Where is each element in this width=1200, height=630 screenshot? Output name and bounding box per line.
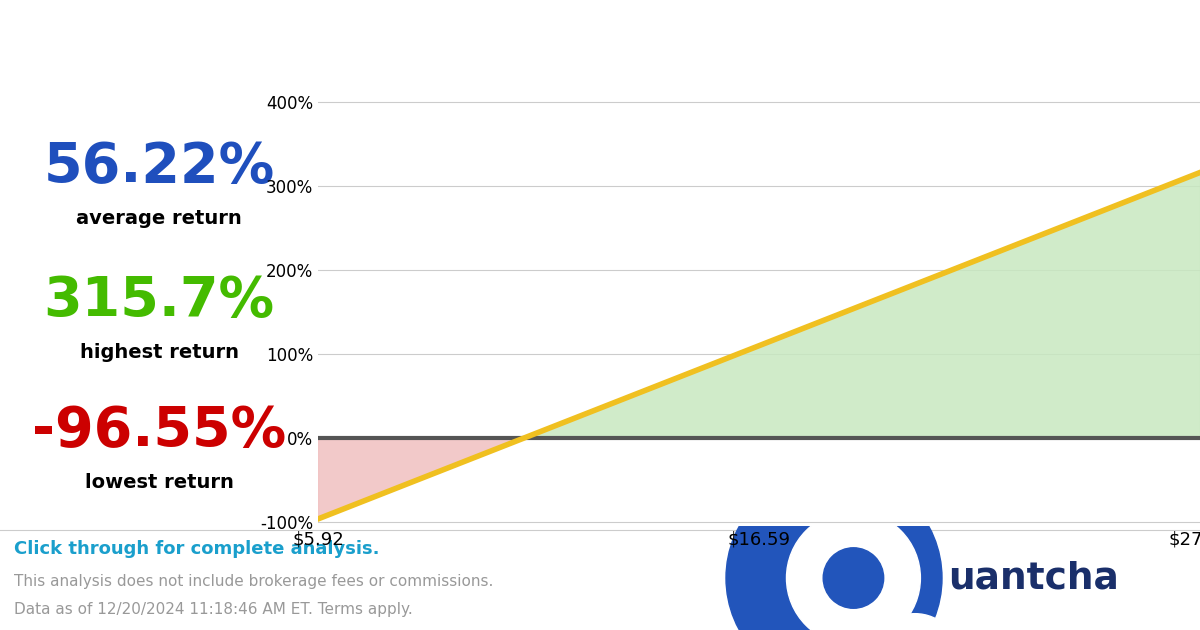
Text: 56.22%: 56.22% [43, 140, 275, 194]
Text: -96.55%: -96.55% [32, 404, 286, 458]
Text: Click through for complete analysis.: Click through for complete analysis. [14, 540, 380, 558]
Ellipse shape [823, 547, 883, 609]
Ellipse shape [870, 614, 960, 630]
Text: GORILLA TECHNOLOGY GROUP INC. (GRRR): GORILLA TECHNOLOGY GROUP INC. (GRRR) [14, 9, 956, 47]
Ellipse shape [786, 511, 920, 630]
Text: 315.7%: 315.7% [43, 274, 275, 328]
Text: highest return: highest return [79, 343, 239, 362]
Text: lowest return: lowest return [84, 473, 234, 492]
Ellipse shape [726, 470, 942, 630]
Text: Data as of 12/20/2024 11:18:46 AM ET. Terms apply.: Data as of 12/20/2024 11:18:46 AM ET. Te… [14, 602, 413, 617]
Text: uantcha: uantcha [948, 560, 1118, 596]
Text: Synthetic Long Stock analysis for $5.98-$26.99 model on 16-May-2025: Synthetic Long Stock analysis for $5.98-… [14, 62, 749, 86]
Text: This analysis does not include brokerage fees or commissions.: This analysis does not include brokerage… [14, 574, 493, 588]
Text: average return: average return [76, 209, 242, 228]
